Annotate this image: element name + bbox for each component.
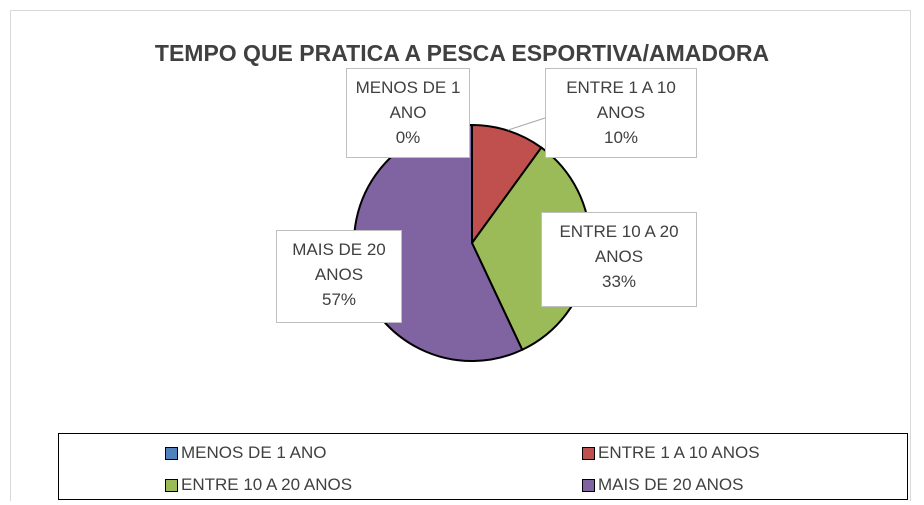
legend-swatch xyxy=(165,478,178,492)
data-label-value: 57% xyxy=(321,290,357,309)
legend-entry: ENTRE 10 A 20 ANOS xyxy=(165,475,352,495)
legend-swatch xyxy=(582,478,595,492)
data-label-category: ENTRE 10 A 20 ANOS xyxy=(559,222,679,266)
data-label-value: 10% xyxy=(603,128,639,147)
pie-slice xyxy=(471,123,543,247)
legend-entry: ENTRE 1 A 10 ANOS xyxy=(582,443,760,463)
data-label-value: 33% xyxy=(601,272,637,291)
data-label-category: ENTRE 1 A 10 ANOS xyxy=(566,78,676,122)
data-label-value: 0% xyxy=(395,128,421,147)
data-label-category: MAIS DE 20 ANOS xyxy=(292,240,386,284)
legend-entry: MAIS DE 20 ANOS xyxy=(582,475,744,495)
data-label: MENOS DE 1 ANO 0% xyxy=(346,68,470,158)
legend-label: ENTRE 10 A 20 ANOS xyxy=(181,475,353,494)
legend-swatch xyxy=(582,446,595,460)
chart-frame xyxy=(10,10,911,501)
legend-swatch xyxy=(165,446,178,460)
data-label-category: MENOS DE 1 ANO xyxy=(355,78,461,122)
legend: MENOS DE 1 ANO ENTRE 1 A 10 ANOS ENTRE 10 … xyxy=(58,433,908,500)
chart-title: TEMPO QUE PRATICA A PESCA ESPORTIVA/AMAD… xyxy=(154,40,770,66)
legend-label: ENTRE 1 A 10 ANOS xyxy=(598,443,760,462)
data-label: ENTRE 1 A 10 ANOS 10% xyxy=(545,68,697,158)
legend-entry: MENOS DE 1 ANO xyxy=(165,443,326,463)
leader-line xyxy=(507,117,546,131)
data-label: ENTRE 10 A 20 ANOS 33% xyxy=(541,212,697,307)
legend-label: MAIS DE 20 ANOS xyxy=(598,475,744,494)
legend-label: MENOS DE 1 ANO xyxy=(181,443,327,462)
data-label: MAIS DE 20 ANOS 57% xyxy=(276,230,402,323)
